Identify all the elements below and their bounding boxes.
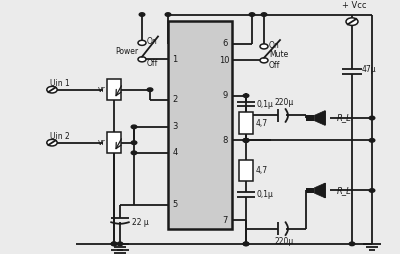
Circle shape <box>117 242 123 246</box>
Text: 47μ: 47μ <box>362 65 376 73</box>
Circle shape <box>165 13 171 16</box>
Circle shape <box>131 141 137 145</box>
Circle shape <box>111 242 117 246</box>
Text: 4,7: 4,7 <box>256 119 268 128</box>
Circle shape <box>260 44 268 49</box>
Text: R_L: R_L <box>337 114 351 122</box>
Text: Off: Off <box>268 61 280 70</box>
Text: On: On <box>147 37 157 46</box>
Text: On: On <box>269 41 279 50</box>
Text: R_L: R_L <box>337 186 351 195</box>
Circle shape <box>243 242 249 246</box>
Polygon shape <box>314 110 325 125</box>
Text: vr: vr <box>97 138 105 147</box>
Circle shape <box>243 242 249 246</box>
Circle shape <box>369 139 375 142</box>
Bar <box>107 132 121 153</box>
Circle shape <box>243 139 249 142</box>
Circle shape <box>47 139 57 146</box>
Bar <box>168 21 232 229</box>
Bar <box>306 115 314 121</box>
Text: Power: Power <box>115 47 138 56</box>
Circle shape <box>243 139 249 142</box>
Text: 5: 5 <box>172 200 178 209</box>
Circle shape <box>243 94 249 98</box>
Text: 22 μ: 22 μ <box>132 218 148 227</box>
Text: 0,1μ: 0,1μ <box>257 190 274 199</box>
Bar <box>306 188 314 193</box>
Text: 3: 3 <box>172 122 178 131</box>
Circle shape <box>138 40 146 45</box>
Text: + Vcc: + Vcc <box>342 1 366 10</box>
Circle shape <box>260 58 268 63</box>
Circle shape <box>47 86 57 93</box>
Circle shape <box>346 18 358 25</box>
Text: Off: Off <box>146 59 158 68</box>
Text: 4,7: 4,7 <box>256 166 268 175</box>
Circle shape <box>111 242 117 246</box>
Text: Uin 2: Uin 2 <box>50 132 70 141</box>
Circle shape <box>131 125 137 129</box>
Text: vr: vr <box>97 85 105 94</box>
Circle shape <box>138 57 146 62</box>
Text: 4: 4 <box>172 148 178 157</box>
Bar <box>239 160 253 181</box>
Circle shape <box>243 139 249 142</box>
Text: 9: 9 <box>222 91 228 100</box>
Bar <box>107 79 121 100</box>
Text: 0,1μ: 0,1μ <box>257 100 274 108</box>
Circle shape <box>369 189 375 192</box>
Bar <box>239 113 253 134</box>
Circle shape <box>249 13 255 16</box>
Text: 8: 8 <box>222 136 228 145</box>
Text: 7: 7 <box>222 216 228 225</box>
Text: Mute: Mute <box>270 50 289 58</box>
Text: Uin 1: Uin 1 <box>50 79 70 88</box>
Text: 220μ: 220μ <box>274 98 294 107</box>
Circle shape <box>261 13 267 16</box>
Text: 6: 6 <box>222 39 228 48</box>
Text: 220μ: 220μ <box>274 237 294 246</box>
Text: 10: 10 <box>220 56 230 65</box>
Circle shape <box>139 13 145 16</box>
Circle shape <box>349 242 355 246</box>
Circle shape <box>369 116 375 120</box>
Circle shape <box>131 151 137 155</box>
Text: 1: 1 <box>172 55 178 64</box>
Circle shape <box>147 88 153 91</box>
Text: 2: 2 <box>172 95 178 104</box>
Polygon shape <box>314 183 325 198</box>
